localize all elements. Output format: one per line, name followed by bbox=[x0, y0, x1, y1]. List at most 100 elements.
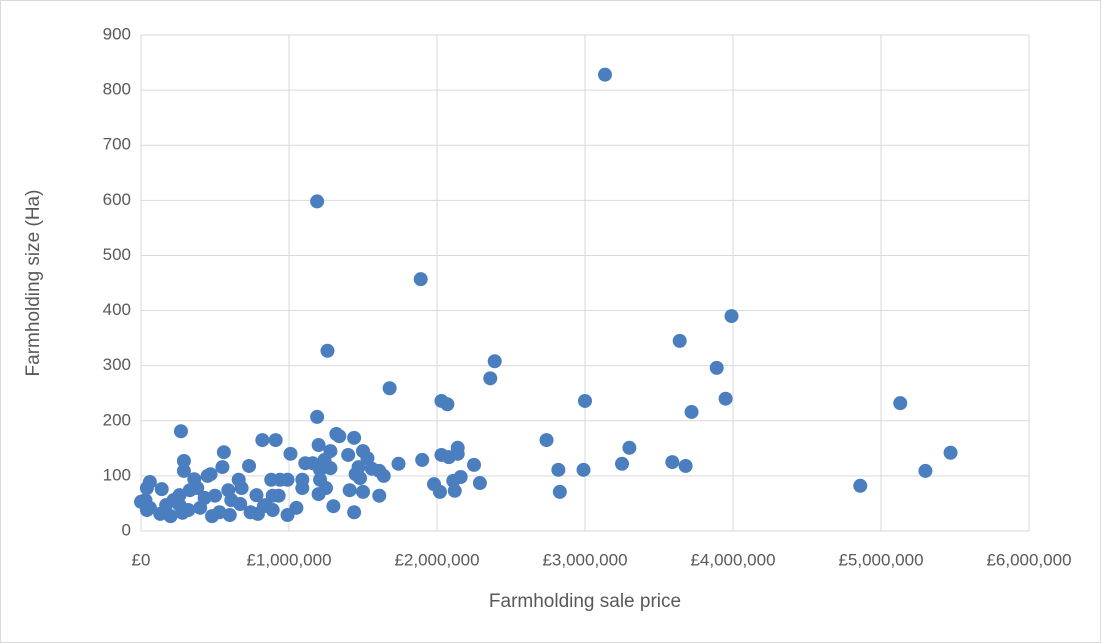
point bbox=[222, 508, 237, 523]
point bbox=[234, 481, 249, 496]
point bbox=[320, 343, 335, 358]
point bbox=[678, 458, 693, 473]
point bbox=[154, 482, 169, 497]
point bbox=[943, 445, 958, 460]
point bbox=[319, 481, 333, 496]
point bbox=[163, 509, 178, 524]
point bbox=[215, 460, 230, 475]
point bbox=[353, 471, 368, 486]
y-tick-label: 0 bbox=[122, 520, 131, 539]
point bbox=[139, 481, 154, 496]
point bbox=[142, 500, 157, 515]
point bbox=[551, 462, 566, 477]
point bbox=[332, 429, 347, 444]
point bbox=[208, 488, 222, 503]
point bbox=[578, 393, 592, 408]
point bbox=[323, 461, 338, 476]
point bbox=[376, 468, 391, 483]
point bbox=[413, 272, 428, 287]
point bbox=[665, 455, 680, 470]
point bbox=[487, 354, 502, 369]
point bbox=[447, 483, 462, 498]
y-tick-label: 900 bbox=[103, 24, 131, 43]
x-tick-label: £0 bbox=[132, 550, 151, 569]
point bbox=[172, 498, 187, 513]
point bbox=[280, 508, 295, 523]
point bbox=[233, 496, 248, 511]
point bbox=[326, 499, 341, 514]
point bbox=[200, 468, 215, 483]
point bbox=[615, 456, 629, 471]
point bbox=[221, 483, 236, 498]
y-tick-label: 300 bbox=[103, 355, 131, 374]
y-tick-label: 600 bbox=[103, 190, 131, 209]
x-tick-label: £4,000,000 bbox=[690, 550, 775, 569]
y-axis-title: Farmholding size (Ha) bbox=[23, 190, 44, 377]
point bbox=[415, 452, 430, 467]
point bbox=[347, 505, 362, 520]
point bbox=[283, 446, 298, 461]
point bbox=[539, 433, 554, 448]
point bbox=[918, 463, 933, 478]
point bbox=[310, 409, 325, 424]
point bbox=[256, 499, 271, 514]
y-tick-label: 200 bbox=[103, 410, 131, 429]
point bbox=[372, 488, 387, 503]
y-tick-label: 700 bbox=[103, 135, 131, 154]
point bbox=[622, 440, 637, 455]
point bbox=[684, 404, 699, 419]
point bbox=[242, 458, 257, 473]
point bbox=[268, 433, 283, 448]
point bbox=[360, 451, 375, 466]
point bbox=[342, 483, 357, 498]
point bbox=[216, 445, 231, 460]
point bbox=[467, 457, 481, 472]
point bbox=[159, 498, 174, 513]
y-tick-label: 500 bbox=[103, 245, 131, 264]
x-tick-label: £6,000,000 bbox=[986, 550, 1071, 569]
x-tick-label: £3,000,000 bbox=[542, 550, 627, 569]
point bbox=[432, 484, 447, 499]
point bbox=[295, 481, 310, 496]
point bbox=[382, 381, 397, 396]
point bbox=[323, 444, 338, 459]
point bbox=[347, 430, 362, 445]
point bbox=[672, 333, 687, 348]
point bbox=[341, 447, 356, 462]
point bbox=[552, 484, 567, 499]
point bbox=[311, 438, 326, 453]
point bbox=[853, 478, 868, 493]
point bbox=[176, 454, 191, 469]
point bbox=[310, 194, 325, 209]
x-tick-label: £1,000,000 bbox=[246, 550, 331, 569]
point bbox=[356, 484, 370, 499]
y-tick-label: 800 bbox=[103, 80, 131, 99]
point bbox=[440, 397, 455, 412]
y-tick-label: 100 bbox=[103, 465, 131, 484]
point bbox=[265, 488, 280, 503]
point bbox=[190, 481, 205, 496]
point bbox=[255, 433, 270, 448]
x-axis-title: Farmholding sale price bbox=[489, 591, 681, 612]
point bbox=[483, 371, 498, 386]
point bbox=[709, 360, 724, 375]
point bbox=[364, 461, 379, 476]
x-tick-label: £2,000,000 bbox=[394, 550, 479, 569]
y-tick-label: 400 bbox=[103, 300, 131, 319]
point bbox=[298, 456, 313, 471]
point bbox=[176, 463, 191, 478]
point bbox=[597, 67, 612, 82]
point bbox=[893, 396, 908, 411]
point bbox=[280, 472, 295, 487]
point bbox=[249, 488, 264, 503]
point bbox=[391, 456, 406, 471]
point bbox=[472, 476, 487, 491]
point bbox=[724, 309, 739, 324]
point bbox=[718, 391, 733, 406]
point bbox=[576, 462, 591, 477]
x-tick-label: £5,000,000 bbox=[838, 550, 923, 569]
point bbox=[173, 424, 188, 439]
point bbox=[453, 469, 468, 484]
